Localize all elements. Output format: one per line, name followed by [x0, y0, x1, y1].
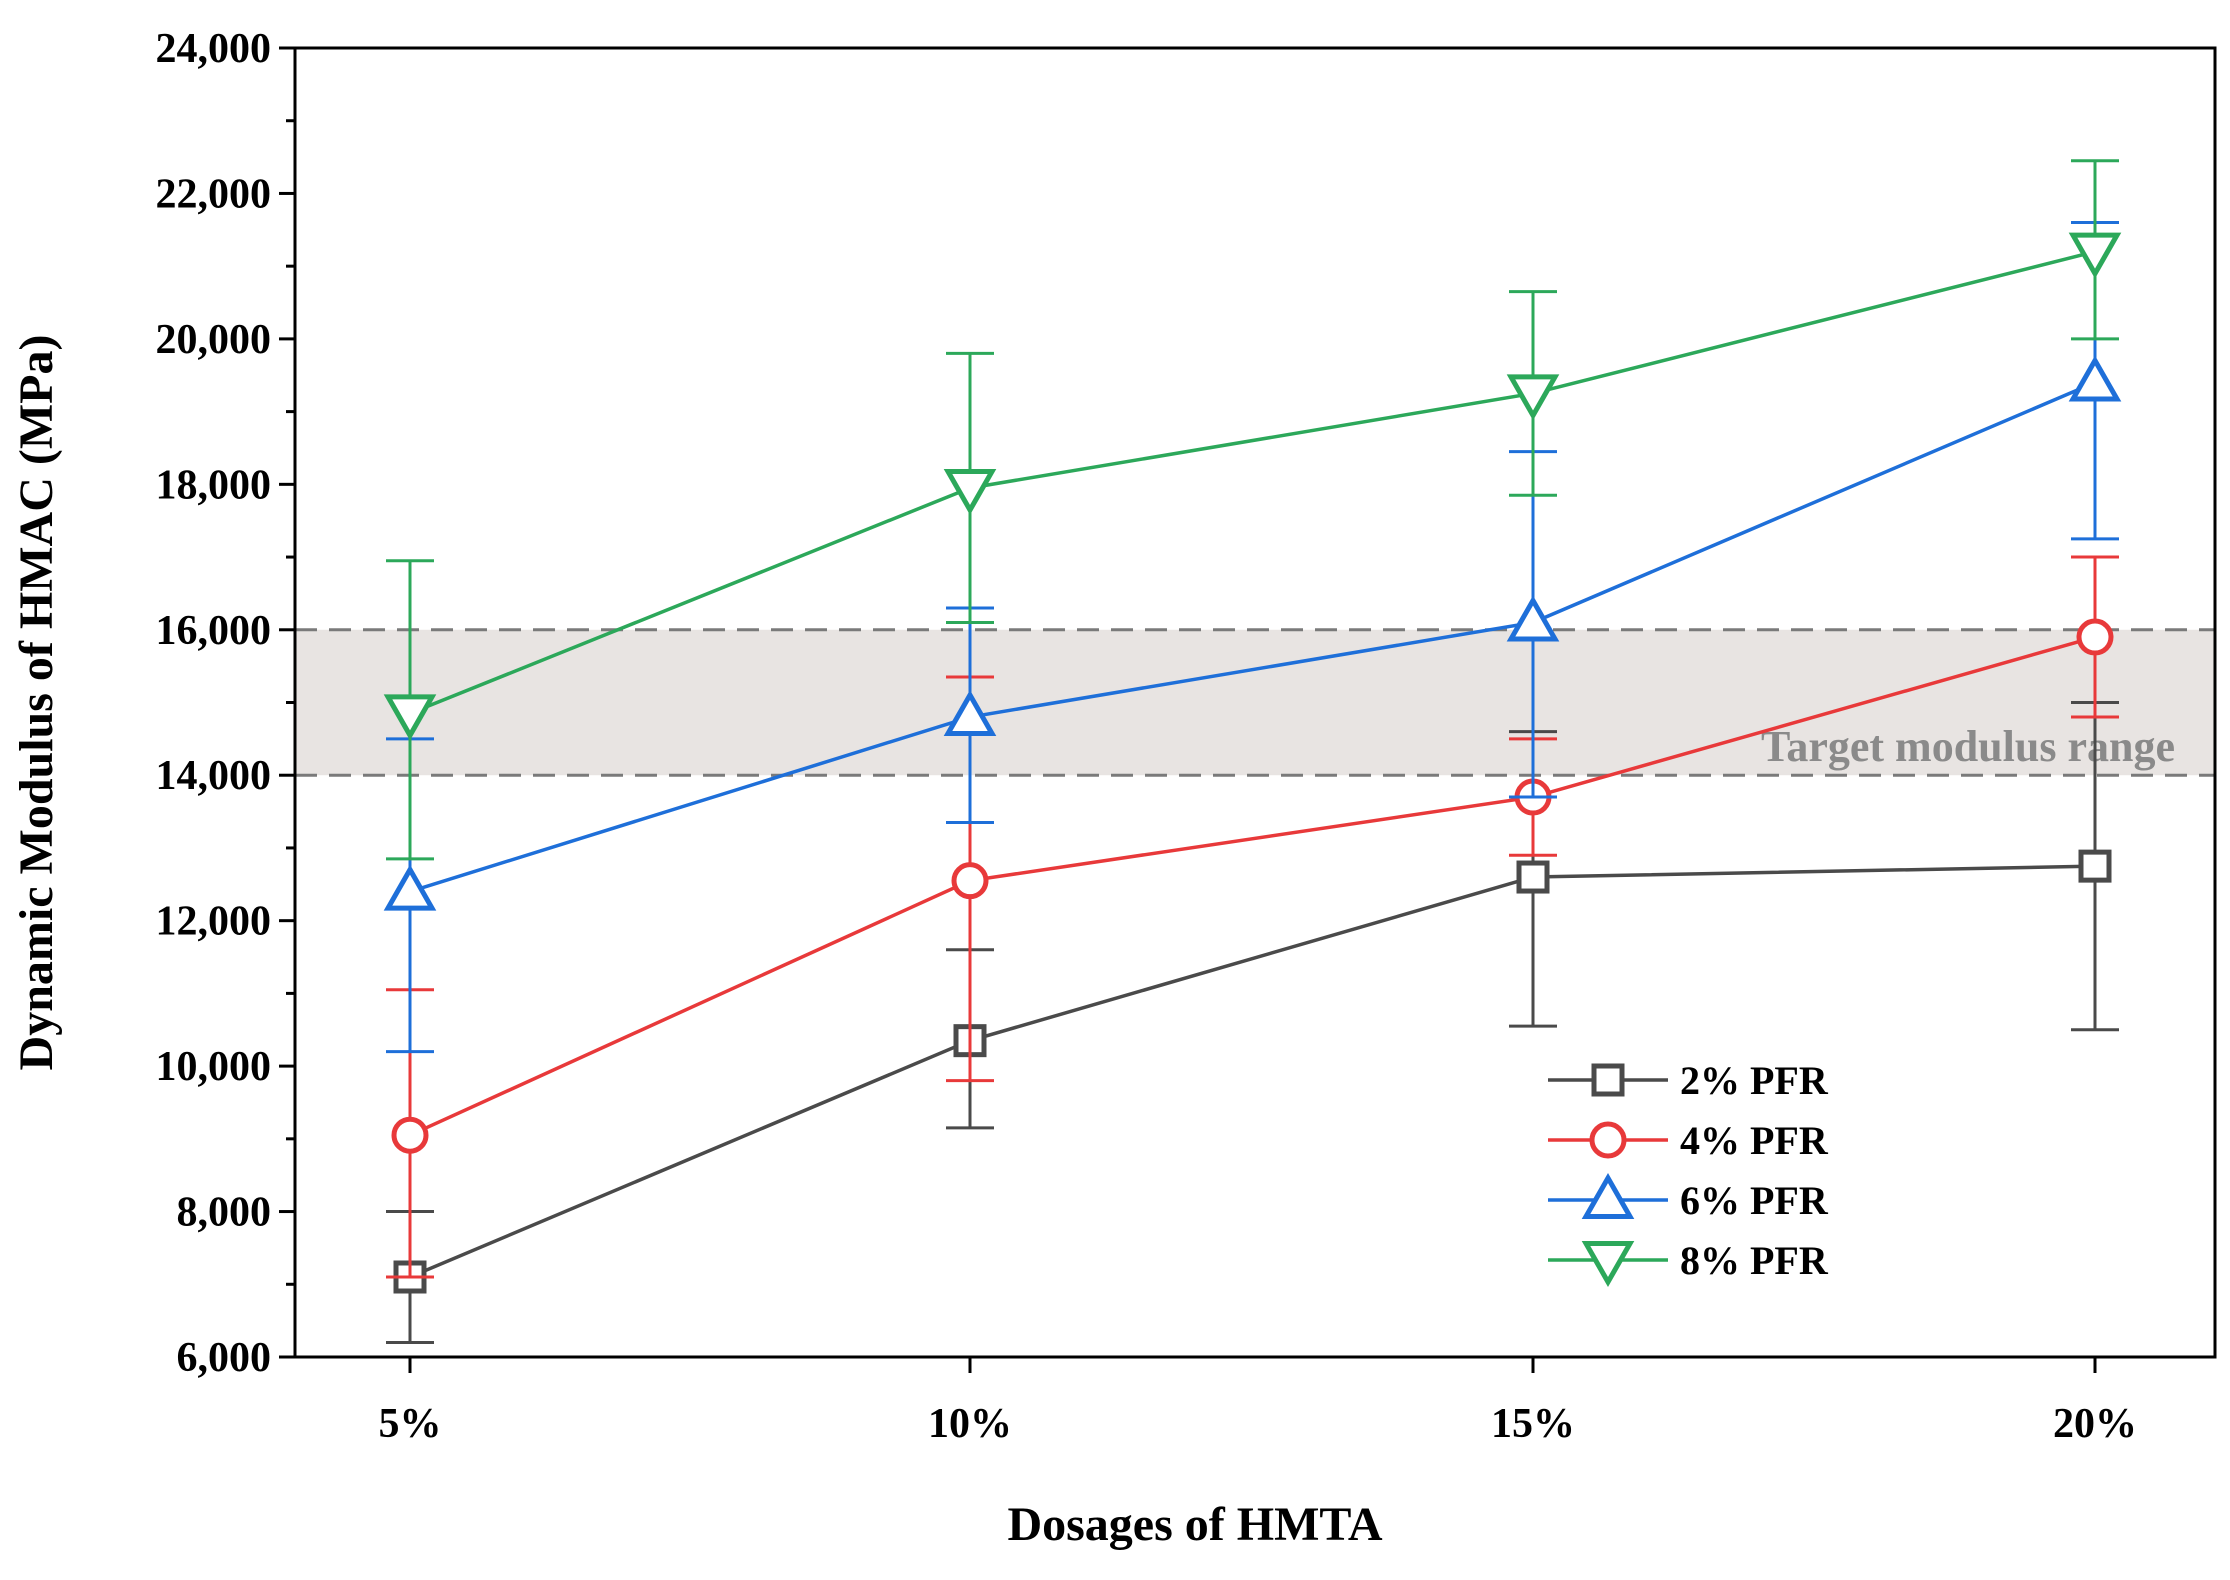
- y-tick-label: 10,000: [156, 1044, 272, 1090]
- data-point: [391, 1116, 429, 1154]
- data-point: [2068, 355, 2122, 402]
- data-point: [1516, 860, 1550, 894]
- legend-label: 8% PFR: [1680, 1238, 1829, 1283]
- series-line: [409, 380, 2096, 894]
- y-tick-label: 8,000: [177, 1190, 272, 1236]
- legend-label: 2% PFR: [1680, 1058, 1829, 1103]
- x-tick-label: 10%: [928, 1401, 1012, 1447]
- data-point: [2078, 849, 2112, 883]
- legend: 2% PFR 4% PFR 6% PFR 8% PFR: [1548, 1058, 1829, 1288]
- legend-item: 4% PFR: [1548, 1118, 1829, 1163]
- data-point: [383, 694, 437, 741]
- series-line: [409, 249, 2096, 716]
- legend-label: 4% PFR: [1680, 1118, 1829, 1163]
- target-band-label: Target modulus range: [1761, 722, 2175, 771]
- x-tick-label: 15%: [1491, 1401, 1575, 1447]
- y-tick-label: 12,000: [156, 899, 272, 945]
- legend-marker: [1589, 1121, 1627, 1159]
- y-tick-label: 22,000: [156, 171, 272, 217]
- series-1: [386, 701, 2119, 1344]
- series-line: [409, 635, 2096, 1137]
- y-tick-label: 16,000: [156, 608, 272, 654]
- legend-label: 6% PFR: [1680, 1178, 1829, 1223]
- y-axis-title: Dynamic Modulus of HMAC (MPa): [10, 335, 63, 1071]
- y-tick-label: 20,000: [156, 317, 272, 363]
- series-4: [383, 159, 2122, 861]
- data-point: [1506, 595, 1560, 642]
- series-layer: [383, 159, 2122, 1344]
- legend-marker: [1581, 1172, 1635, 1219]
- series-3: [383, 221, 2122, 1054]
- y-axis: 6,000 8,000 10,000 12,000 14,000 16,000 18,000…: [156, 26, 295, 1381]
- data-point: [1506, 374, 1560, 421]
- y-tick-label: 14,000: [156, 753, 272, 799]
- legend-item: 8% PFR: [1548, 1238, 1829, 1288]
- legend-item: 2% PFR: [1548, 1058, 1829, 1103]
- legend-marker: [1591, 1063, 1625, 1097]
- data-point: [943, 690, 997, 737]
- target-modulus-band: [295, 629, 2215, 776]
- data-point: [943, 468, 997, 516]
- data-point: [2076, 618, 2114, 656]
- data-point: [2068, 232, 2122, 279]
- x-tick-label: 20%: [2053, 1401, 2137, 1447]
- y-tick-label: 24,000: [156, 26, 272, 72]
- y-tick-label: 18,000: [156, 462, 272, 508]
- x-axis: 5% 10% 15% 20%: [379, 1357, 2137, 1447]
- target-band-layer: Target modulus range: [295, 628, 2215, 777]
- data-point: [383, 864, 437, 911]
- data-point: [951, 862, 989, 900]
- series-2: [386, 555, 2119, 1279]
- legend-marker: [1581, 1241, 1635, 1288]
- y-tick-label: 6,000: [177, 1335, 272, 1381]
- series-line: [409, 864, 2096, 1279]
- legend-item: 6% PFR: [1548, 1172, 1829, 1223]
- x-axis-title: Dosages of HMTA: [1007, 1498, 1382, 1551]
- x-tick-label: 5%: [379, 1401, 442, 1447]
